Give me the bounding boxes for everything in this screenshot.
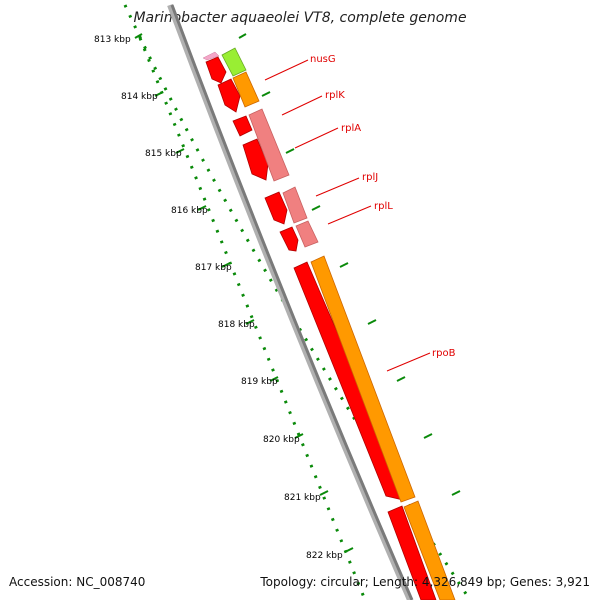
gene-rplA-feature[interactable]	[248, 108, 290, 182]
leader-line-rplA	[294, 127, 339, 149]
scale-label-819: 819 kbp	[241, 377, 278, 387]
kbp-scale: 813 kbp 814 kbp 815 kbp 816 kbp 817 kbp …	[94, 33, 354, 561]
cds-arrow-6[interactable]	[279, 226, 299, 252]
scale-tick-814	[154, 91, 164, 97]
scale-label-818: 818 kbp	[218, 320, 255, 330]
gene-feature-pink[interactable]	[202, 51, 220, 61]
genome-backbone	[167, 3, 414, 600]
leader-line-rplJ	[315, 177, 360, 197]
scale-tick-821	[319, 490, 329, 496]
scale-tick-815	[175, 148, 185, 154]
accession-text: Accession: NC_008740	[9, 575, 146, 589]
scale-label-821: 821 kbp	[284, 493, 321, 503]
gene-label-rplJ[interactable]: rplJ	[362, 172, 378, 183]
gene-label-rplK[interactable]: rplK	[325, 90, 345, 101]
gene-label-rplL[interactable]: rplL	[374, 201, 393, 212]
scale-tick-813	[134, 33, 143, 39]
scale-label-820: 820 kbp	[263, 435, 300, 445]
gene-labels: nusG rplK rplA rplJ rplL rpoB	[264, 54, 456, 372]
scale-label-814: 814 kbp	[121, 92, 158, 102]
scale-tick-817	[221, 262, 231, 268]
gene-label-rpoB[interactable]: rpoB	[432, 348, 456, 359]
gene-rplJ-feature[interactable]	[282, 186, 308, 224]
cds-arrow-1[interactable]	[205, 56, 227, 84]
scale-label-822: 822 kbp	[306, 551, 343, 561]
cds-arrow-5[interactable]	[264, 191, 288, 225]
cds-long-2[interactable]	[387, 505, 437, 600]
scale-label-816: 816 kbp	[171, 206, 208, 216]
genome-title: Marinobacter aquaeolei VT8, complete gen…	[133, 10, 467, 26]
gene-rpoB-feature[interactable]	[310, 255, 416, 503]
scale-tick-818	[245, 319, 255, 325]
gene-features	[202, 47, 456, 600]
scale-tick-816	[197, 205, 207, 211]
scale-label-813: 813 kbp	[94, 35, 131, 45]
leader-line-rplK	[281, 95, 323, 116]
leader-line-rpoB	[386, 352, 431, 372]
scale-tick-822	[344, 547, 354, 553]
genome-summary-text: Topology: circular; Length: 4,326,849 bp…	[260, 575, 590, 589]
leader-line-nusG	[264, 59, 309, 81]
gene-rplK-feature[interactable]	[232, 71, 260, 108]
scale-label-815: 815 kbp	[145, 149, 182, 159]
gene-rplL-feature[interactable]	[295, 220, 319, 248]
outer-ring-ticks	[238, 33, 461, 496]
cds-arrow-2[interactable]	[217, 78, 241, 113]
scale-tick-819	[269, 376, 279, 382]
scale-tick-820	[294, 433, 304, 439]
gene-label-nusG[interactable]: nusG	[310, 54, 336, 65]
leader-line-rplL	[327, 205, 372, 225]
gene-nusG-feature[interactable]	[221, 47, 247, 77]
gene-label-rplA[interactable]: rplA	[341, 123, 361, 134]
cds-arrow-3[interactable]	[232, 115, 253, 137]
cds-arrow-4[interactable]	[242, 138, 269, 181]
gene-rpoB-feature-continued[interactable]	[403, 500, 456, 600]
scale-label-817: 817 kbp	[195, 263, 232, 273]
